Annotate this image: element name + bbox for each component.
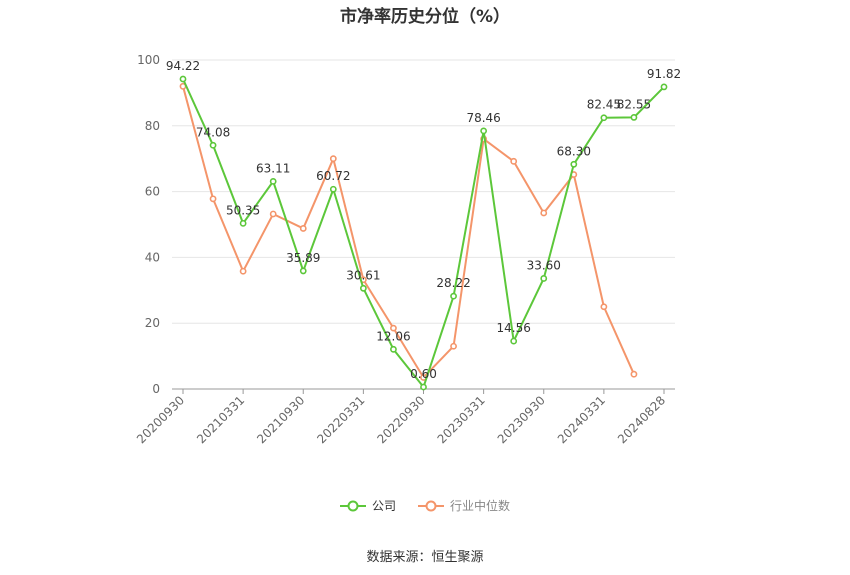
data-label-layer: 94.22 74.08 50.35 63.11 35.89 60.72 30.61 12.06… xyxy=(166,59,681,381)
point-company-20240630 xyxy=(630,114,638,121)
point-company-20210630 xyxy=(269,177,277,185)
y-tick-label-100: 100 xyxy=(137,53,160,67)
x-tick-label-20240828: 20240828 xyxy=(615,393,668,446)
point-company-20201231 xyxy=(209,141,217,149)
data-label-company-20210930: 35.89 xyxy=(286,251,320,265)
point-company-20220331 xyxy=(359,284,367,292)
point-industry-20210331 xyxy=(239,267,247,275)
data-label-company-20210331: 50.35 xyxy=(226,203,260,217)
point-industry-20201231 xyxy=(209,195,217,203)
point-industry-20221231 xyxy=(450,342,457,350)
legend-item-industry[interactable]: 行业中位数 xyxy=(418,497,510,514)
point-industry-20230630 xyxy=(510,157,518,165)
legend-company-swatch-icon xyxy=(339,500,366,511)
legend: 公司 行业中位数 xyxy=(0,497,850,514)
data-label-company-20230630: 14.56 xyxy=(497,321,531,335)
x-tick-label-20240331: 20240331 xyxy=(555,393,608,446)
y-tick-label-60: 60 xyxy=(145,185,160,199)
data-label-company-20240828: 91.82 xyxy=(647,67,681,81)
point-industry-20240630 xyxy=(630,370,638,378)
series-line-industry xyxy=(182,86,635,379)
x-tick-label-20200930: 20200930 xyxy=(134,393,187,446)
data-label-company-20220930: 0.60 xyxy=(410,367,437,381)
series-line-company xyxy=(182,78,665,389)
source-note: 数据来源：恒生聚源 xyxy=(366,550,484,565)
x-tick-label-20230930: 20230930 xyxy=(495,393,548,446)
point-company-20220930 xyxy=(420,383,427,391)
y-tick-label-20: 20 xyxy=(145,316,160,330)
point-company-20220630 xyxy=(390,345,397,353)
x-tick-label-20220331: 20220331 xyxy=(314,393,367,446)
data-label-company-20240630: 82.55 xyxy=(617,97,651,111)
legend-industry-label: 行业中位数 xyxy=(450,499,511,513)
point-company-20230331 xyxy=(480,127,488,135)
point-company-20221231 xyxy=(450,292,457,300)
data-label-company-20211231: 60.72 xyxy=(316,169,350,183)
x-tick-label-20210930: 20210930 xyxy=(254,393,307,446)
point-company-20210930 xyxy=(299,267,307,275)
legend-item-company[interactable]: 公司 xyxy=(339,497,396,514)
y-tick-label-0: 0 xyxy=(152,382,160,396)
legend-company-label: 公司 xyxy=(371,499,396,513)
data-label-company-20220630: 12.06 xyxy=(376,329,410,343)
grid-layer xyxy=(172,59,675,324)
y-tick-label-40: 40 xyxy=(145,250,160,264)
point-industry-20210630 xyxy=(269,210,277,218)
point-company-20240331 xyxy=(600,114,608,122)
point-company-20230630 xyxy=(510,337,518,345)
data-label-company-20220331: 30.61 xyxy=(346,268,380,282)
y-tick-label-80: 80 xyxy=(145,119,160,133)
x-tick-label-20230331: 20230331 xyxy=(435,393,488,446)
point-industry-20211231 xyxy=(329,155,337,163)
data-label-company-20240331: 82.45 xyxy=(587,98,621,112)
point-industry-20230930 xyxy=(540,209,548,217)
legend-industry-swatch-icon xyxy=(418,500,444,511)
data-label-company-20221231: 28.22 xyxy=(436,276,470,290)
chart-title: 市净率历史分位（%） xyxy=(339,7,511,27)
data-label-company-20231231: 68.30 xyxy=(557,144,591,158)
point-industry-20220630 xyxy=(390,324,397,332)
x-tick-label-20220930: 20220930 xyxy=(375,393,428,446)
data-label-company-20200930: 94.22 xyxy=(166,59,200,73)
data-label-company-20201231: 74.08 xyxy=(196,125,230,139)
series-layer xyxy=(179,75,668,391)
point-company-20200930 xyxy=(179,75,187,83)
data-label-company-20230331: 78.46 xyxy=(466,111,500,125)
point-industry-20240331 xyxy=(600,303,608,311)
x-tick-label-20210331: 20210331 xyxy=(194,393,247,446)
point-company-20211231 xyxy=(329,185,337,193)
point-company-20230930 xyxy=(540,275,548,282)
point-industry-20210930 xyxy=(299,225,307,232)
point-company-20231231 xyxy=(570,160,578,168)
point-company-20210331 xyxy=(239,219,247,227)
point-company-20240828 xyxy=(660,83,668,91)
data-label-company-20210630: 63.11 xyxy=(256,161,290,175)
data-label-company-20230930: 33.60 xyxy=(527,258,561,272)
